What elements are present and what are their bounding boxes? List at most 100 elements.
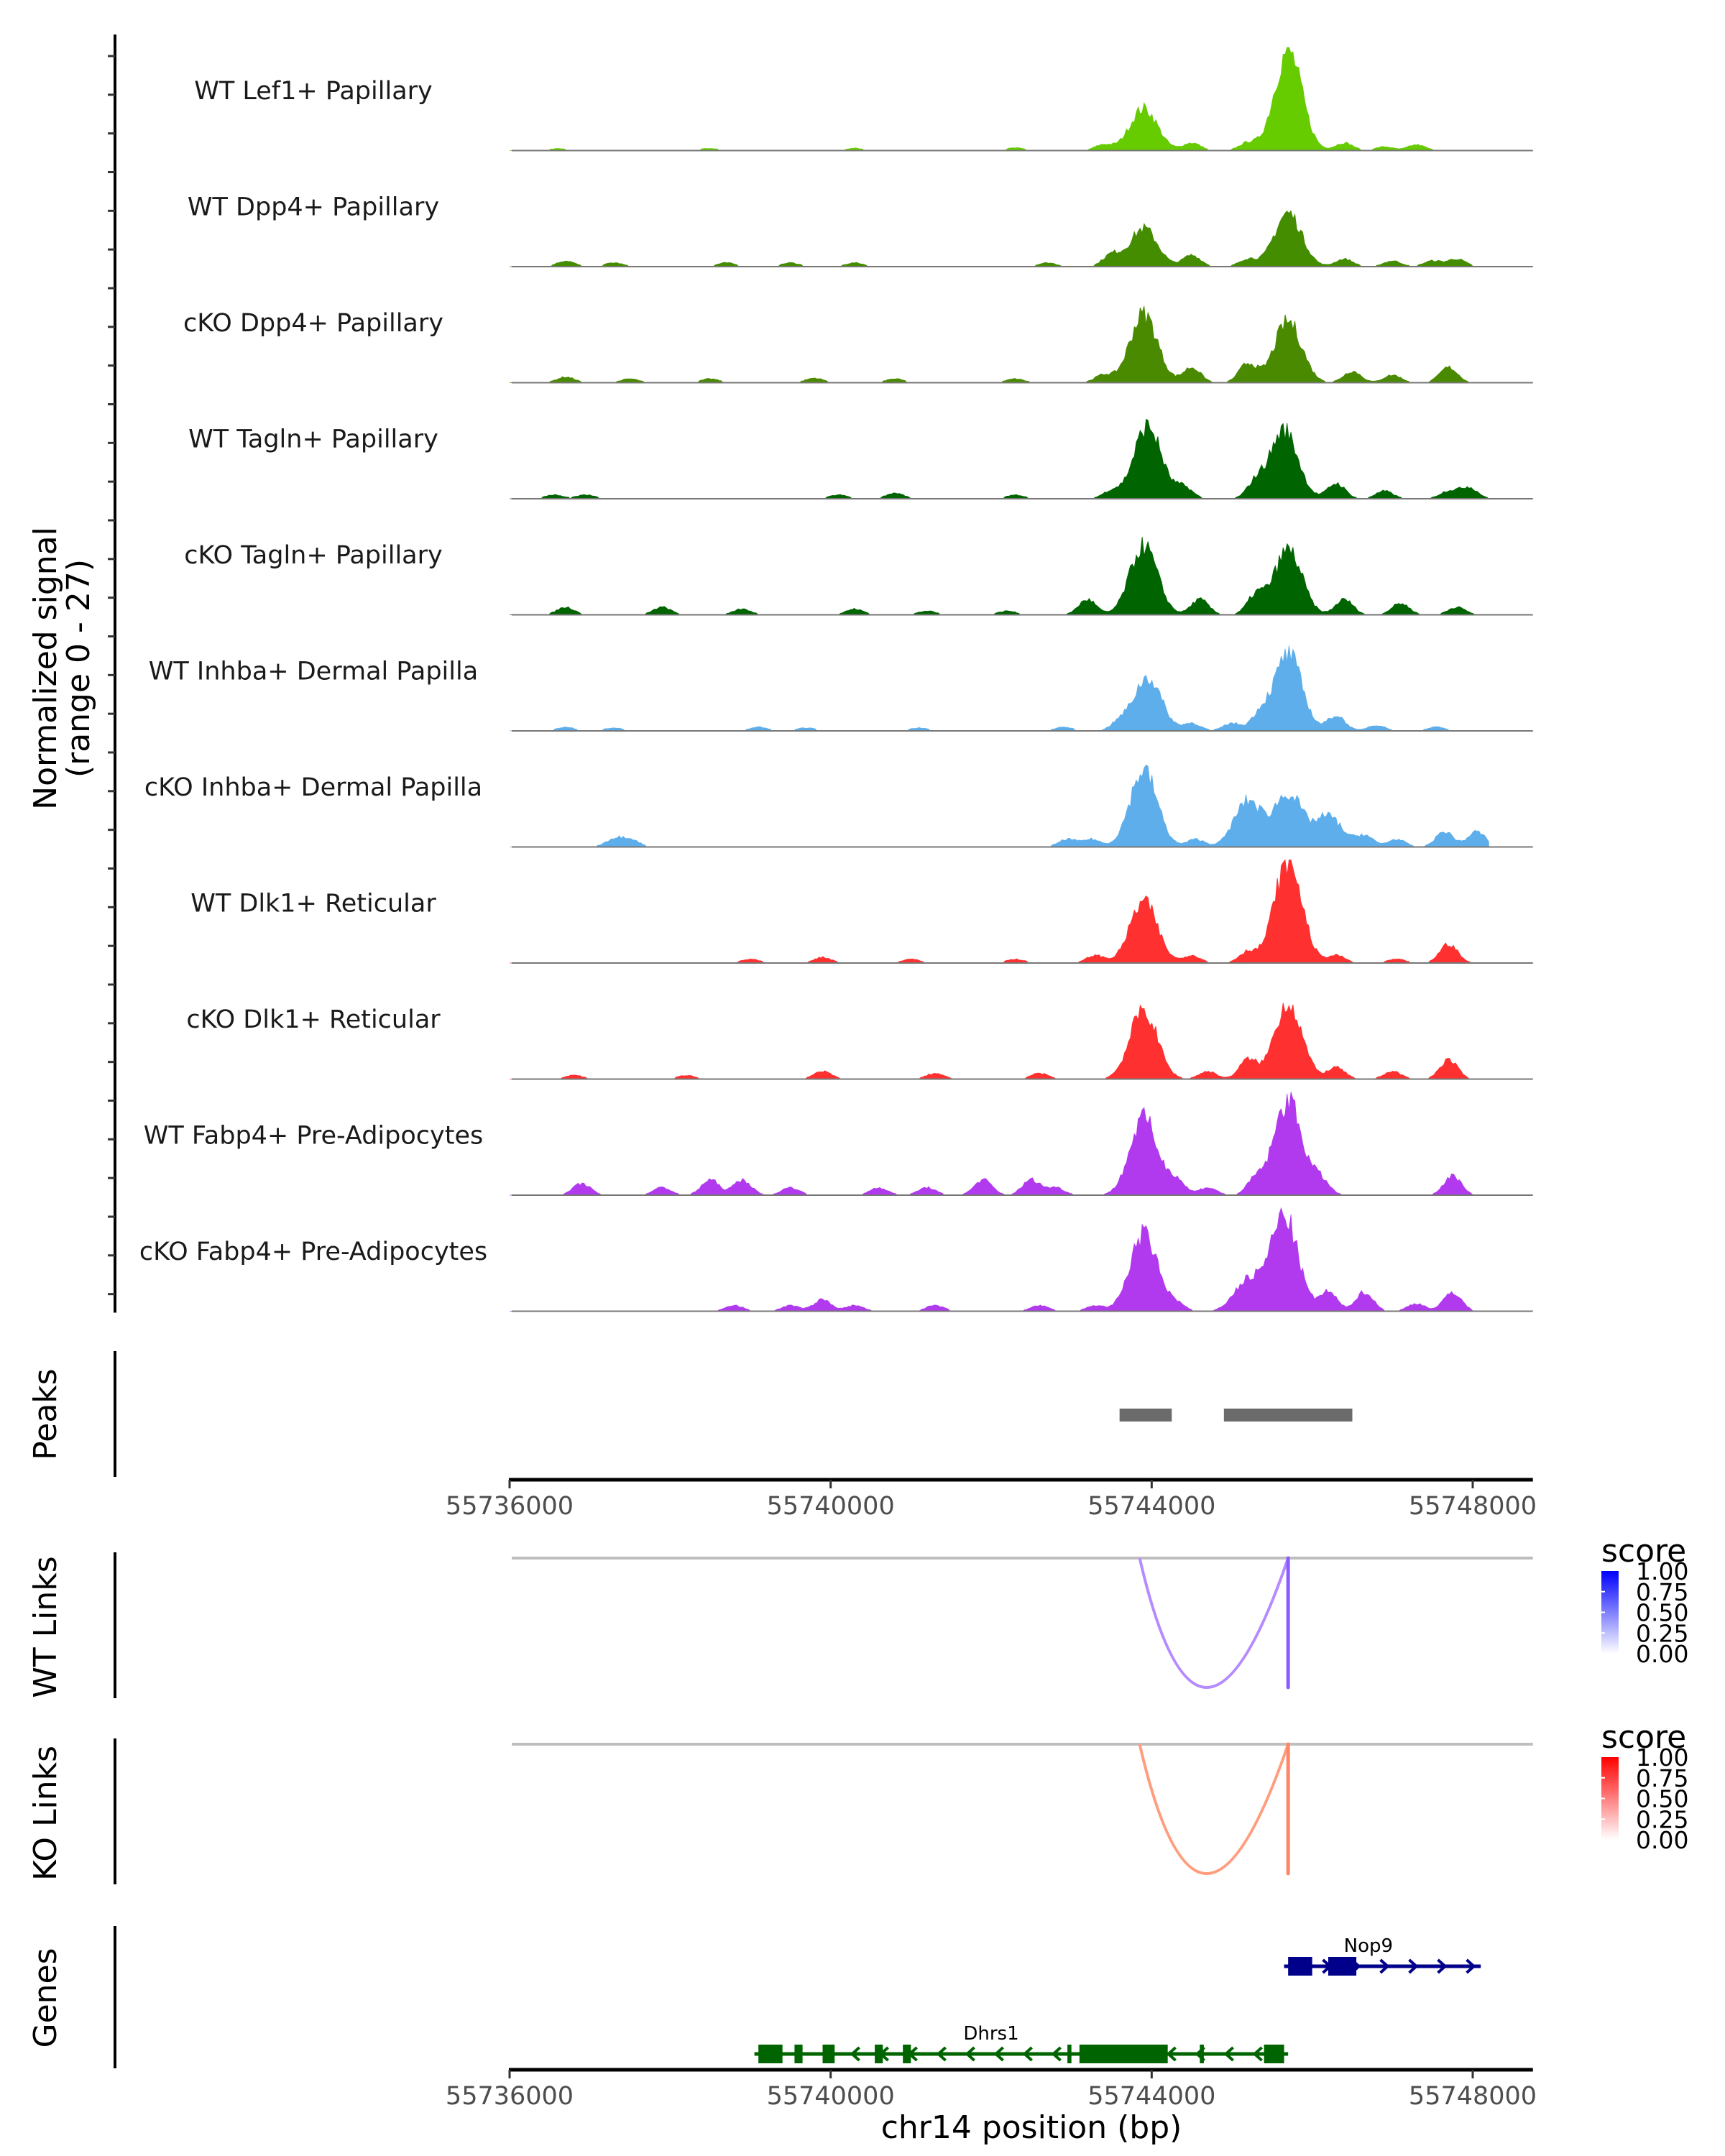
legend-tick-label: 0.25 <box>1636 1619 1688 1647</box>
x-tick-label: 55744000 <box>1087 2082 1215 2111</box>
x-tick-label: 55744000 <box>1087 1492 1215 1521</box>
peak-region <box>1223 1409 1353 1422</box>
peaks-label: Peaks <box>27 1368 64 1460</box>
gene-exon <box>1288 1957 1312 1976</box>
track-label: WT Inhba+ Dermal Papilla <box>149 658 478 686</box>
genes-panel: Genes Nop9 Dhrs1 <box>27 1926 1481 2068</box>
gene-exon <box>1328 1957 1357 1976</box>
links-label: KO Links <box>27 1746 64 1881</box>
legend-tick-label: 1.00 <box>1636 1743 1688 1772</box>
strand-arrow-left-icon <box>1051 2046 1062 2062</box>
strand-arrow-left-icon <box>993 2046 1004 2062</box>
strand-arrow-left-icon <box>936 2046 947 2062</box>
gene-model: Dhrs1 <box>754 2023 1289 2063</box>
x-tick-label: 55736000 <box>446 2082 574 2111</box>
coverage-track: WT Inhba+ Dermal Papilla <box>149 645 1533 732</box>
coverage-track: cKO Dpp4+ Papillary <box>183 305 1533 384</box>
legend-tick-label: 0.75 <box>1636 1578 1688 1606</box>
coverage-track: WT Fabp4+ Pre-Adipocytes <box>144 1092 1533 1196</box>
track-label: cKO Dpp4+ Papillary <box>183 309 443 338</box>
coverage-area <box>510 418 1489 499</box>
coverage-area <box>510 305 1489 383</box>
x-axis-top: 55736000 55740000 55744000 55748000 <box>446 1478 1537 1521</box>
genes-label: Genes <box>27 1948 64 2047</box>
legend-tick-label: 0.25 <box>1636 1805 1688 1833</box>
x-tick-label: 55740000 <box>767 2082 895 2111</box>
strand-arrow-right-icon <box>1379 1958 1390 1974</box>
strand-arrow-right-icon <box>1408 1958 1419 1974</box>
track-label: cKO Tagln+ Papillary <box>184 541 443 570</box>
gene-exon <box>875 2045 883 2063</box>
legend-title: score <box>1601 1719 1686 1756</box>
strand-arrow-left-icon <box>965 2046 975 2062</box>
strand-arrow-right-icon <box>1466 1958 1476 1974</box>
coverage-area <box>510 537 1489 615</box>
gene-name: Dhrs1 <box>963 2023 1018 2045</box>
track-label: cKO Dlk1+ Reticular <box>186 1005 441 1034</box>
coverage-area <box>510 1092 1489 1196</box>
gene-exon <box>1067 2045 1072 2063</box>
track-label: cKO Fabp4+ Pre-Adipocytes <box>139 1238 487 1266</box>
legend-tick-label: 0.00 <box>1636 1640 1688 1668</box>
x-tick-label: 55748000 <box>1409 1492 1537 1521</box>
legend-tick-label: 0.50 <box>1636 1599 1688 1627</box>
x-tick-label: 55748000 <box>1409 2082 1537 2111</box>
strand-arrow-left-icon <box>1166 2046 1177 2062</box>
track-label: WT Fabp4+ Pre-Adipocytes <box>144 1122 483 1151</box>
legend-tick-label: 0.00 <box>1636 1826 1688 1854</box>
x-axis-bottom: 55736000 55740000 55744000 55748000 <box>446 2068 1537 2111</box>
peaks-panel: Peaks <box>27 1351 1353 1477</box>
link-arc <box>1138 1557 1290 1689</box>
coverage-track: cKO Tagln+ Papillary <box>184 537 1533 616</box>
gene-exon <box>1264 2045 1284 2063</box>
gene-name: Nop9 <box>1344 1935 1393 1957</box>
peak-region <box>1119 1409 1172 1422</box>
coverage-track: cKO Inhba+ Dermal Papilla <box>144 765 1533 848</box>
track-label: cKO Inhba+ Dermal Papilla <box>144 773 482 802</box>
track-label: WT Dlk1+ Reticular <box>190 890 436 918</box>
coverage-track: WT Dlk1+ Reticular <box>190 859 1533 964</box>
legend-tick-label: 1.00 <box>1636 1557 1688 1585</box>
coverage-area <box>510 645 1489 732</box>
gene-exon <box>758 2045 783 2063</box>
coverage-track: WT Lef1+ Papillary <box>194 47 1533 152</box>
strand-arrow-left-icon <box>1223 2046 1234 2062</box>
gene-exon <box>1079 2045 1168 2063</box>
link-arc <box>1138 1743 1290 1875</box>
coverage-area <box>510 765 1489 847</box>
y-axis-title: Normalized signal(range 0 - 27) <box>27 527 97 810</box>
coverage-area <box>510 47 1489 151</box>
coverage-area <box>510 859 1489 964</box>
links-label: WT Links <box>27 1556 64 1697</box>
gene-model: Nop9 <box>1284 1935 1481 1976</box>
track-label: WT Dpp4+ Papillary <box>188 193 439 222</box>
coverage-area <box>510 1003 1489 1079</box>
coverage-area <box>510 210 1489 267</box>
coverage-track: WT Tagln+ Papillary <box>188 418 1533 499</box>
coverage-track: cKO Dlk1+ Reticular <box>186 1003 1533 1080</box>
coverage-area <box>510 1207 1489 1312</box>
strand-arrow-right-icon <box>1437 1958 1448 1974</box>
x-axis-title: chr14 position (bp) <box>881 2109 1182 2146</box>
coverage-track: WT Dpp4+ Papillary <box>188 193 1533 267</box>
legend-tick-label: 0.50 <box>1636 1785 1688 1813</box>
coverage-panel: Normalized signal(range 0 - 27) WT Lef1+ … <box>27 34 1533 1313</box>
gene-exon <box>822 2045 835 2063</box>
y-axis-title-line: (range 0 - 27) <box>60 559 97 778</box>
strand-arrow-left-icon <box>850 2046 860 2062</box>
strand-arrow-left-icon <box>1252 2046 1263 2062</box>
x-tick-label: 55736000 <box>446 1492 574 1521</box>
coverage-track: cKO Fabp4+ Pre-Adipocytes <box>139 1207 1533 1312</box>
track-label: WT Lef1+ Papillary <box>194 77 433 106</box>
strand-arrow-left-icon <box>1022 2046 1033 2062</box>
gene-exon <box>1200 2045 1204 2063</box>
y-axis-title-line: Normalized signal <box>27 527 64 810</box>
gene-exon <box>794 2045 803 2063</box>
gene-exon <box>903 2045 911 2063</box>
